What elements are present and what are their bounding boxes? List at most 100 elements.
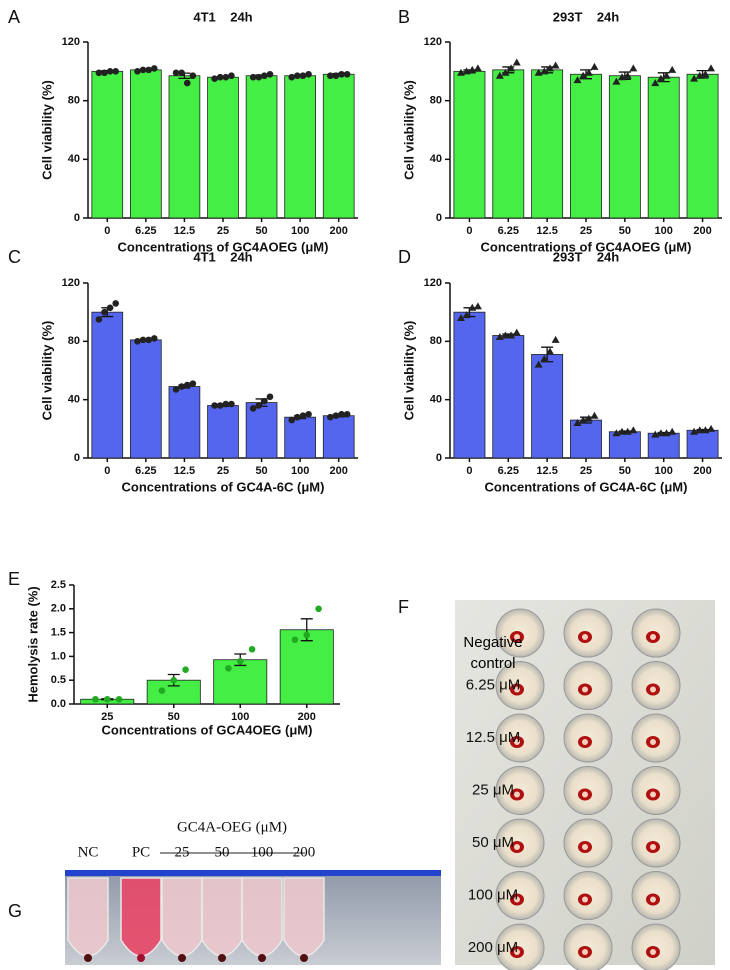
y-axis-label: Cell viability (%)	[39, 321, 54, 421]
row-label: 50 μM	[472, 834, 514, 851]
row-label: 6.25 μM	[466, 676, 521, 693]
bar	[686, 73, 719, 219]
bar	[453, 311, 486, 459]
panel-label: B	[398, 7, 410, 27]
pellet-core	[650, 686, 656, 693]
data-point	[288, 416, 296, 424]
bar	[570, 73, 602, 219]
y-tick-label: 80	[68, 335, 80, 347]
data-point	[545, 347, 554, 355]
x-tick-label: 25	[101, 711, 113, 723]
pellet-core	[514, 896, 520, 903]
y-axis-label: Cell viability (%)	[39, 80, 54, 180]
pellet-core	[514, 739, 520, 745]
well-plate-photo	[455, 600, 715, 970]
y-axis-label: Hemolysis rate (%)	[25, 586, 40, 702]
data-point	[332, 412, 340, 420]
tube-label: 25	[175, 844, 190, 860]
data-point	[261, 72, 268, 80]
tube	[201, 877, 243, 957]
x-axis-label: Concentrations of GC4A-6C (μM)	[485, 479, 688, 494]
chart-title: 4T1 24h	[193, 249, 252, 264]
panel-label: D	[398, 247, 411, 267]
data-point	[590, 411, 599, 419]
data-point	[512, 58, 521, 66]
panel-label: A	[8, 7, 20, 27]
y-axis-label: Cell viability (%)	[401, 80, 416, 180]
pellet-core	[582, 686, 588, 693]
data-point	[211, 75, 218, 82]
data-point	[573, 419, 582, 426]
pellet-core	[582, 949, 588, 955]
y-tick-label: 0	[436, 452, 442, 464]
data-point	[612, 77, 621, 85]
data-point	[145, 336, 152, 344]
x-tick-label: 50	[619, 225, 631, 237]
data-point	[343, 70, 351, 78]
chart-title: 293T 24h	[553, 249, 620, 264]
data-point	[101, 308, 108, 316]
data-point	[707, 424, 716, 432]
tube-label: 100	[251, 844, 274, 860]
data-point	[222, 73, 230, 81]
data-point	[618, 427, 627, 435]
data-point	[182, 666, 189, 674]
data-point	[101, 69, 108, 77]
data-point	[95, 316, 103, 323]
bar	[531, 69, 564, 219]
y-tick-label: 0.0	[51, 698, 66, 710]
data-point	[112, 300, 120, 307]
data-point	[236, 657, 244, 665]
y-tick-label: 0	[74, 452, 80, 464]
x-tick-label: 100	[291, 465, 309, 477]
x-tick-label: 200	[330, 225, 348, 237]
data-point	[629, 426, 638, 434]
data-point	[178, 69, 185, 77]
y-tick-label: 0	[436, 212, 442, 224]
x-tick-label: 25	[217, 465, 229, 477]
x-tick-label: 50	[255, 465, 267, 477]
data-point	[172, 386, 180, 393]
data-point	[534, 360, 543, 368]
pellet-core	[514, 949, 520, 955]
x-tick-label: 12.5	[174, 465, 195, 477]
bar	[322, 73, 355, 219]
pellet-core	[582, 739, 588, 745]
panel-label: E	[8, 569, 20, 589]
bar	[213, 659, 268, 705]
tube-label: NC	[78, 844, 99, 860]
y-tick-label: 40	[430, 394, 442, 406]
pellet-core	[650, 634, 656, 640]
data-point	[211, 402, 218, 409]
data-point	[228, 72, 235, 80]
rack-edge	[65, 870, 441, 876]
data-point	[456, 314, 465, 321]
pellet-core	[650, 739, 656, 745]
bar	[207, 405, 239, 459]
data-point	[545, 64, 554, 72]
bar	[284, 416, 316, 459]
x-tick-label: 100	[231, 711, 249, 723]
data-point	[707, 64, 716, 72]
x-tick-label: 6.25	[498, 465, 519, 477]
group-label: GC4A-OEG (μM)	[177, 819, 287, 835]
data-point	[326, 72, 334, 80]
x-tick-label: 0	[466, 465, 472, 477]
data-point	[473, 64, 482, 72]
y-tick-label: 2.0	[51, 603, 66, 615]
panel-label: G	[8, 901, 22, 921]
data-point	[299, 72, 307, 80]
tube-pellet	[300, 954, 308, 962]
x-tick-label: 50	[619, 465, 631, 477]
data-point	[266, 70, 274, 78]
tube-label: PC	[132, 844, 150, 860]
data-point	[579, 71, 588, 79]
data-point	[172, 69, 180, 77]
chart-title: 293T 24h	[553, 9, 620, 24]
data-point	[343, 410, 351, 418]
data-point	[228, 400, 235, 408]
bar	[608, 75, 641, 219]
pellet-core	[650, 791, 656, 798]
row-label: 200 μM	[468, 939, 518, 956]
